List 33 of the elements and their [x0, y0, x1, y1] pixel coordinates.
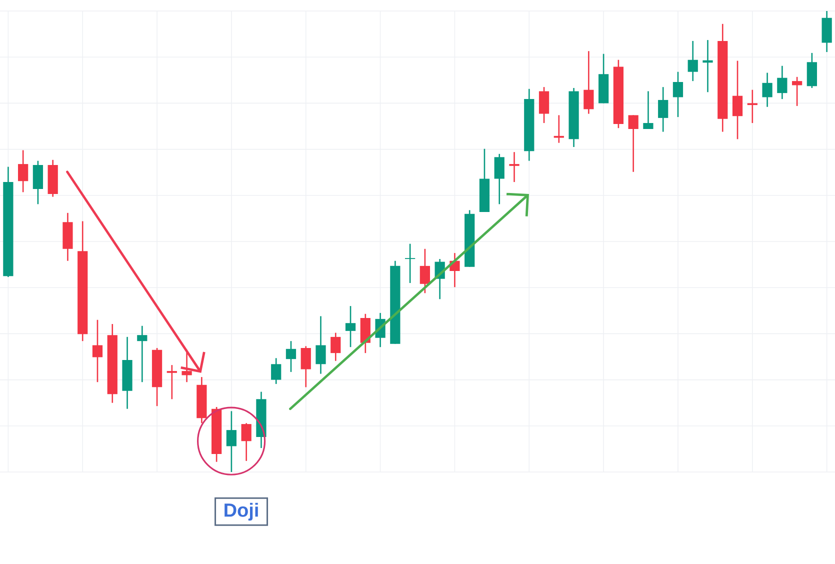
candlestick: [330, 332, 341, 362]
candlestick: [316, 316, 326, 374]
text: Doji: [224, 502, 258, 521]
candlestick: [584, 50, 594, 114]
candlestick: [166, 364, 177, 400]
candlestick: [688, 40, 698, 82]
candlestick: [271, 357, 282, 385]
candlestick: [509, 151, 520, 183]
candlestick: [762, 72, 772, 108]
candlestick: [300, 345, 311, 388]
candlestick: [643, 90, 654, 130]
candlestick: [32, 160, 44, 205]
candlestick: [777, 65, 788, 100]
candlestick: [792, 76, 802, 107]
candlestick: [554, 114, 564, 144]
candlestick: [628, 114, 638, 173]
candlestick: [702, 39, 713, 93]
candlestick: [806, 52, 817, 89]
candlestick: [241, 422, 252, 462]
candlestick: [226, 410, 237, 473]
candlestick: [747, 89, 758, 124]
candlestick: [672, 71, 684, 118]
candlestick: [732, 60, 743, 140]
candlestick: [420, 248, 430, 294]
candlestick: [405, 243, 416, 284]
candlestick: [494, 153, 504, 205]
candlestick: [18, 150, 28, 193]
candlestick: [658, 86, 668, 132]
candlestick: [538, 86, 550, 124]
candlestick: [345, 305, 356, 348]
candlestick: [137, 325, 148, 383]
candlestick: [92, 319, 103, 383]
candlestick: [286, 340, 296, 373]
